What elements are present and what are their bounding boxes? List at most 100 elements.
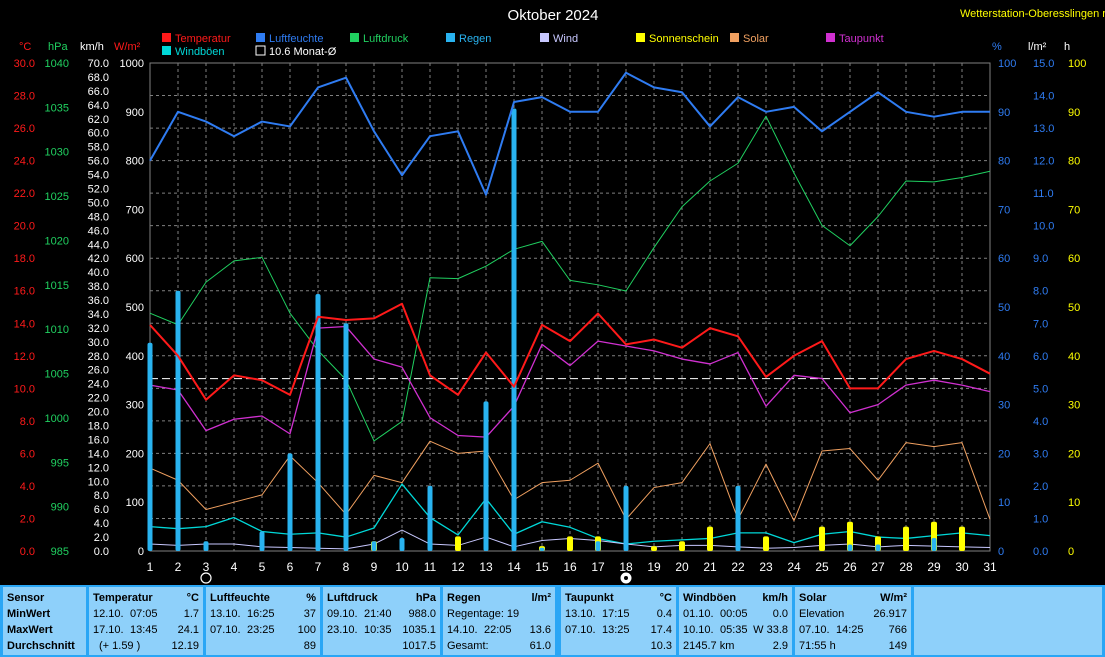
humidity-column: Luftfeuchte % 13.10. 16:25 37 07.10. 23:… (206, 587, 320, 655)
temp-max-date: 17.10. (93, 624, 124, 636)
sunshine-bar (959, 526, 965, 551)
sun-unit: h (1064, 41, 1070, 53)
gust-max-value: W 33.8 (753, 624, 788, 636)
tick-label-sun: 50 (1068, 302, 1080, 314)
tick-label-wind: 20.0 (88, 407, 109, 419)
tick-label-sun: 80 (1068, 156, 1080, 168)
rain-bar (931, 537, 937, 551)
tick-label-day: 3 (203, 560, 210, 574)
temperature-column: Temperatur °C 12.10. 07:05 1.7 17.10. 13… (89, 587, 203, 655)
tick-label-wind: 30.0 (88, 337, 109, 349)
tick-label-day: 8 (343, 560, 350, 574)
dew-min-time: 17:15 (602, 608, 630, 620)
rain-bar (483, 401, 489, 551)
series-line-luftfeuchte (149, 71, 990, 196)
legend-swatch (826, 33, 835, 42)
legend-swatch (350, 33, 359, 42)
tick-label-day: 25 (815, 560, 829, 574)
tick-label-wind: 16.0 (88, 434, 109, 446)
sunshine-bar (847, 521, 853, 551)
gust-max-time: 05:35 (720, 624, 748, 636)
tick-label-wind: 2.0 (94, 532, 109, 544)
tick-label-wind: 36.0 (88, 295, 109, 307)
legend-label: 10.6 Monat-Ø (269, 46, 337, 58)
tick-label-solar: 0 (138, 546, 144, 558)
tick-label-day: 14 (507, 560, 521, 574)
tick-label-temp: 0.0 (20, 546, 35, 558)
tick-label-hum: 50 (998, 302, 1010, 314)
solar-unit: W/m² (880, 592, 907, 604)
solar-max-date: 07.10. (799, 624, 830, 636)
tick-label-solar: 200 (126, 448, 144, 460)
rain-bar (595, 541, 601, 551)
tick-label-solar: 400 (126, 351, 144, 363)
rain-bar (623, 485, 629, 551)
tick-label-rain: 15.0 (1033, 58, 1054, 70)
sunshine-bar (651, 546, 657, 551)
tick-label-press: 1010 (45, 324, 69, 336)
sunshine-bar (567, 536, 573, 551)
tick-label-rain: 7.0 (1033, 318, 1048, 330)
weather-chart: Oktober 2024 Wetterstation-Oberesslingen… (14, 7, 1105, 584)
tick-label-temp: 30.0 (14, 58, 35, 70)
sunshine-bar (707, 526, 713, 551)
sunshine-bar (763, 536, 769, 551)
tick-label-wind: 10.0 (88, 476, 109, 488)
tick-label-temp: 10.0 (14, 383, 35, 395)
press-min-date: 09.10. (327, 608, 358, 620)
legend-label: Regen (459, 33, 491, 45)
rain-column: Regen l/m² Regentage: 19 14.10. 22:05 13… (443, 587, 555, 655)
tick-label-press: 1005 (45, 369, 69, 381)
tick-label-wind: 60.0 (88, 128, 109, 140)
tick-label-wind: 6.0 (94, 504, 109, 516)
tick-label-day: 16 (563, 560, 577, 574)
tick-label-press: 1000 (45, 413, 69, 425)
legend-swatch (162, 46, 171, 55)
tick-label-temp: 4.0 (20, 481, 35, 493)
hum-avg-value: 89 (303, 640, 316, 652)
tick-label-day: 17 (591, 560, 605, 574)
tick-label-sun: 90 (1068, 107, 1080, 119)
tick-label-day: 23 (759, 560, 773, 574)
legend-label: Luftfeuchte (269, 33, 323, 45)
gust-min-value: 0.0 (772, 608, 788, 620)
tick-label-day: 28 (899, 560, 913, 574)
tick-label-wind: 68.0 (88, 72, 109, 84)
tick-label-press: 1040 (45, 58, 69, 70)
tick-label-day: 15 (535, 560, 549, 574)
station-name: Wetterstation-Oberesslingen r (960, 8, 1105, 20)
tick-label-sun: 70 (1068, 204, 1080, 216)
tick-label-temp: 6.0 (20, 448, 35, 460)
dew-avg-value: 10.3 (650, 640, 672, 652)
tick-label-rain: 2.0 (1033, 481, 1048, 493)
tick-label-wind: 22.0 (88, 393, 109, 405)
gust-min-time: 00:05 (720, 608, 748, 620)
plot-grid (149, 62, 991, 552)
tick-label-wind: 40.0 (88, 267, 109, 279)
tick-label-day: 4 (231, 560, 238, 574)
sunshine-bar (903, 526, 909, 551)
tick-label-rain: 0.0 (1033, 546, 1048, 558)
tick-label-wind: 24.0 (88, 379, 109, 391)
gust-distance: 2145.7 km (683, 640, 735, 652)
tick-label-rain: 14.0 (1033, 91, 1054, 103)
legend-swatch (540, 33, 549, 42)
rain-bar (539, 547, 545, 551)
tick-label-day: 20 (675, 560, 689, 574)
humidity-header: Luftfeuchte (210, 592, 270, 604)
rain-header: Regen (447, 592, 481, 604)
temp-min-value: 1.7 (183, 608, 199, 620)
tick-label-hum: 60 (998, 253, 1010, 265)
rain-total-value: 61.0 (529, 640, 551, 652)
tick-label-rain: 9.0 (1033, 253, 1048, 265)
tick-label-day: 2 (175, 560, 182, 574)
tick-label-day: 11 (424, 560, 437, 574)
legend-label: Windböen (175, 46, 225, 58)
hum-max-value: 100 (297, 624, 316, 636)
tick-label-rain: 4.0 (1033, 416, 1048, 428)
dewpoint-unit: °C (659, 592, 672, 604)
solar-unit: W/m² (114, 41, 141, 53)
tick-label-rain: 1.0 (1033, 513, 1048, 525)
dew-max-time: 13:25 (602, 624, 630, 636)
legend-label: Wind (553, 33, 578, 45)
